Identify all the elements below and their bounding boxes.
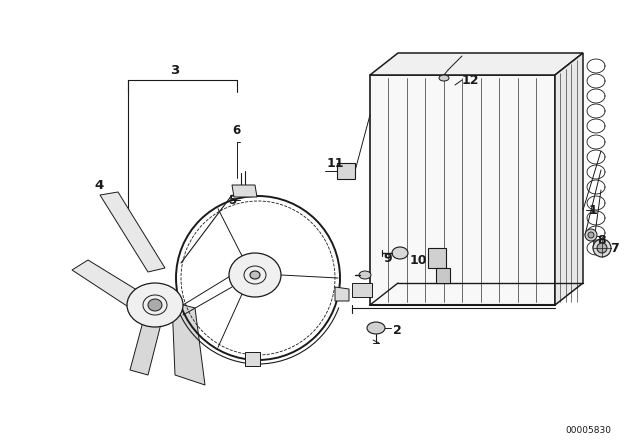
Text: 11: 11 [327, 156, 344, 169]
Polygon shape [337, 163, 355, 179]
Ellipse shape [148, 299, 162, 311]
Polygon shape [100, 192, 165, 272]
Polygon shape [232, 185, 257, 197]
Text: 2: 2 [393, 323, 402, 336]
Text: 00005830: 00005830 [565, 426, 611, 435]
Text: 7: 7 [610, 241, 619, 254]
Ellipse shape [439, 75, 449, 81]
Ellipse shape [150, 301, 160, 309]
Ellipse shape [392, 247, 408, 259]
Text: 1: 1 [589, 203, 598, 216]
Ellipse shape [229, 253, 281, 297]
Polygon shape [335, 287, 349, 301]
Text: 12: 12 [462, 73, 479, 86]
Ellipse shape [593, 239, 611, 257]
Text: 3: 3 [170, 64, 180, 77]
Text: 10: 10 [410, 254, 428, 267]
Ellipse shape [359, 271, 371, 279]
Polygon shape [555, 53, 583, 305]
Polygon shape [130, 303, 165, 375]
Polygon shape [172, 302, 205, 385]
Ellipse shape [127, 283, 183, 327]
Text: 8: 8 [597, 233, 605, 246]
Text: 9: 9 [383, 251, 392, 264]
Ellipse shape [250, 271, 260, 279]
Text: 5: 5 [228, 194, 236, 207]
Polygon shape [352, 283, 372, 297]
Polygon shape [72, 260, 145, 308]
Polygon shape [245, 352, 260, 366]
Ellipse shape [367, 322, 385, 334]
Ellipse shape [585, 229, 597, 241]
Polygon shape [370, 75, 555, 305]
Ellipse shape [588, 232, 594, 238]
Text: 4: 4 [94, 178, 103, 191]
Ellipse shape [597, 243, 607, 253]
Polygon shape [370, 53, 583, 75]
Text: 6: 6 [232, 124, 240, 137]
Polygon shape [428, 248, 446, 268]
Polygon shape [436, 268, 450, 283]
